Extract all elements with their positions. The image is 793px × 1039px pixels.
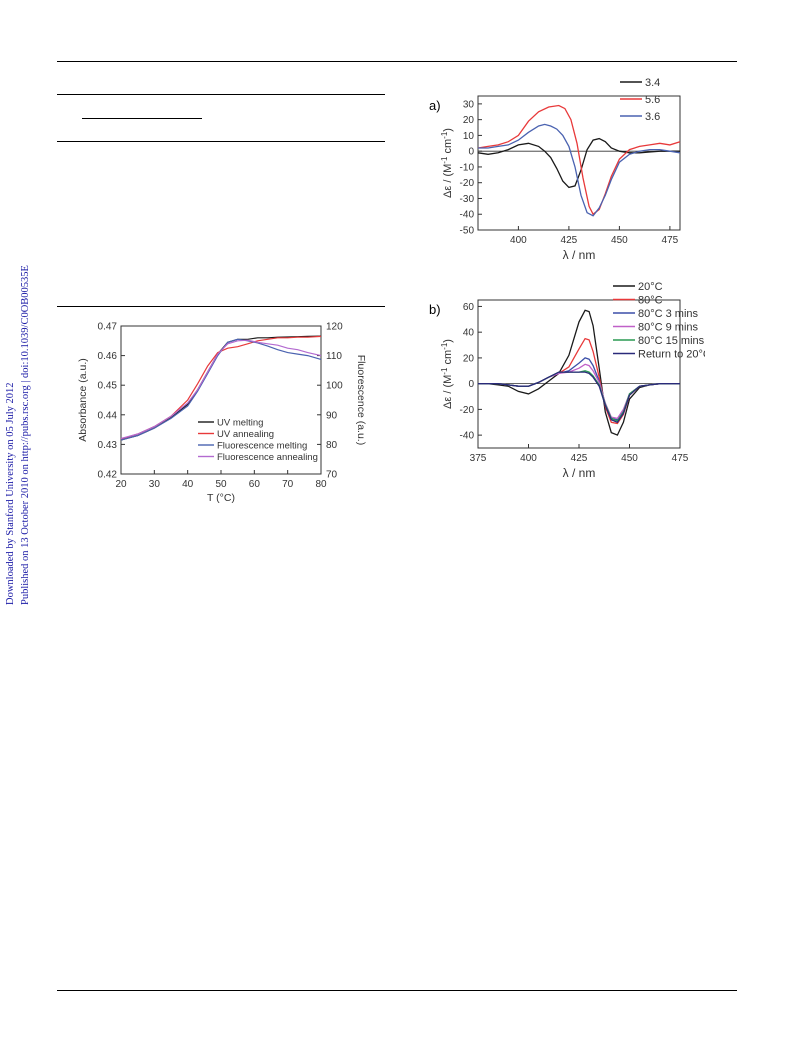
x-tick-label: 375 <box>470 453 487 464</box>
y2-axis-label: Fluorescence (a.u.) <box>355 355 367 445</box>
x-tick-label: 425 <box>561 235 578 246</box>
download-watermark: Downloaded by Stanford University on 05 … <box>5 265 31 605</box>
series-line <box>478 123 681 217</box>
y2-tick-label: 90 <box>326 410 338 421</box>
x-tick-label: 70 <box>282 479 294 490</box>
series-line <box>478 370 680 422</box>
x-tick-label: 475 <box>672 453 689 464</box>
table-bottom-rule <box>57 141 385 142</box>
legend-label: Fluorescence annealing <box>217 452 318 463</box>
figure-top-rule <box>57 306 385 307</box>
y-axis-label: Δε / (M-1 cm-1) <box>440 128 455 198</box>
x-tick-label: 450 <box>611 235 628 246</box>
legend-label: Fluorescence melting <box>217 441 307 452</box>
legend-label: Return to 20°C <box>638 349 705 361</box>
y-tick-label: -50 <box>460 226 475 237</box>
legend-label: 3.4 <box>645 77 660 89</box>
x-tick-label: 450 <box>621 453 638 464</box>
y-tick-label: -30 <box>460 194 475 205</box>
y-tick-label: -40 <box>460 210 475 221</box>
y-tick-label: 0.43 <box>98 440 118 451</box>
y-tick-label: 60 <box>463 302 475 313</box>
plot-frame <box>477 95 681 231</box>
x-tick-label: 30 <box>149 479 161 490</box>
legend-label: 80°C 9 mins <box>638 322 699 334</box>
x-axis-label: λ / nm <box>563 466 596 478</box>
y2-tick-label: 120 <box>326 322 343 333</box>
header-rule <box>57 61 737 62</box>
legend-label: 80°C 3 mins <box>638 308 699 320</box>
y2-tick-label: 110 <box>326 351 342 362</box>
legend-label: UV melting <box>217 418 263 429</box>
x-tick-label: 60 <box>249 479 261 490</box>
y-axis-label-part: Δε / (M <box>442 375 454 409</box>
y-tick-label: 0.46 <box>98 351 118 362</box>
x-tick-label: 400 <box>510 235 527 246</box>
cd-spectra-temperature-chart: 375 400 425 450 475 60 40 20 0 -20 -40 λ / nm b) Δε /… <box>429 281 705 478</box>
y-tick-label: -10 <box>460 162 475 173</box>
y-axis-label: Absorbance (a.u.) <box>77 358 89 441</box>
x-tick-label: 20 <box>115 479 127 490</box>
panel-label: a) <box>429 98 441 113</box>
y-axis-label: Δε / (M-1 cm-1) <box>440 339 455 409</box>
legend-label: 3.6 <box>645 111 660 123</box>
y-tick-label: 0.45 <box>98 381 118 392</box>
y-tick-label: -20 <box>460 178 475 189</box>
y-tick-label: 20 <box>463 115 475 126</box>
y2-tick-label: 70 <box>326 470 338 481</box>
y-tick-label: 10 <box>463 131 475 142</box>
series-line <box>478 371 680 424</box>
y-axis-label-part: Δε / (M <box>442 164 454 198</box>
y-tick-label: 0.42 <box>98 470 118 481</box>
y2-tick-label: 100 <box>326 381 343 392</box>
x-tick-label: 40 <box>182 479 194 490</box>
x-tick-label: 50 <box>215 479 227 490</box>
y-axis-label-superscript: -1 <box>440 156 449 164</box>
y-axis-label-part: cm <box>442 350 454 368</box>
cd-spectra-ph-chart: 400 425 450 475 30 20 10 0 -10 -20 -30 -40 -50 λ / nm… <box>429 77 681 262</box>
y-tick-label: 0.44 <box>98 410 118 421</box>
series-line <box>478 309 680 436</box>
y-axis-label-part: ) <box>442 128 454 132</box>
x-tick-label: 475 <box>662 235 679 246</box>
y-tick-label: -40 <box>460 431 475 442</box>
x-axis-label: T (°C) <box>207 492 235 504</box>
y-axis-label-superscript: -1 <box>440 131 449 139</box>
y-tick-label: -20 <box>460 405 475 416</box>
x-axis-label: λ / nm <box>563 248 596 262</box>
series-line <box>120 338 322 441</box>
download-line: Downloaded by Stanford University on 05 … <box>5 382 16 605</box>
y-tick-label: 0 <box>468 379 474 390</box>
series-line <box>477 137 680 189</box>
y-tick-label: 30 <box>463 99 475 110</box>
y-axis-label-superscript: -1 <box>440 367 449 375</box>
legend-label: 80°C <box>638 295 663 307</box>
legend-label: 80°C 15 mins <box>638 335 705 347</box>
y-axis-label-part: ) <box>442 339 454 343</box>
thermal-melting-chart: 20 30 40 50 60 70 800.420.430.440.450.460.4770… <box>77 322 367 505</box>
published-line: Published on 13 October 2010 on http://p… <box>20 265 31 605</box>
x-tick-label: 80 <box>315 479 327 490</box>
legend-label: 20°C <box>638 281 663 293</box>
y-axis-label-superscript: -1 <box>440 342 449 350</box>
legend-label: UV annealing <box>217 429 274 440</box>
y-tick-label: 0.47 <box>98 322 118 333</box>
footer-rule <box>57 990 737 991</box>
y-tick-label: 20 <box>463 353 475 364</box>
table-top-rule <box>57 94 385 95</box>
series-line <box>478 357 680 421</box>
y-tick-label: 40 <box>463 328 475 339</box>
y2-tick-label: 80 <box>326 440 338 451</box>
y-tick-label: 0 <box>468 147 474 158</box>
series-line <box>120 339 322 440</box>
x-tick-label: 425 <box>571 453 588 464</box>
panel-label: b) <box>429 302 441 317</box>
legend-label: 5.6 <box>645 94 660 106</box>
series-line <box>477 104 681 216</box>
y-axis-label-part: cm <box>442 139 454 157</box>
x-tick-label: 400 <box>520 453 537 464</box>
table-underline <box>82 118 202 119</box>
